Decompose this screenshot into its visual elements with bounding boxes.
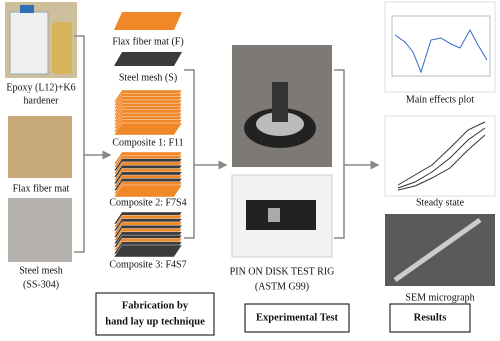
result-label: Steady state xyxy=(416,197,465,208)
result-label: Main effects plot xyxy=(406,94,474,105)
stage-box xyxy=(95,292,215,336)
input-label: Epoxy (L12)+K6 xyxy=(6,82,75,93)
steel-photo xyxy=(8,198,72,262)
test-label: PIN ON DISK TEST RIG xyxy=(230,266,335,277)
input-label: hardener xyxy=(24,95,60,106)
stage-label: Results xyxy=(414,312,447,323)
result-label: SEM micrograph xyxy=(405,292,474,303)
main-effects-image xyxy=(384,1,496,93)
input-label: Steel mesh xyxy=(19,265,63,276)
steady-state-image xyxy=(384,115,496,197)
stage-label: hand lay up technique xyxy=(105,316,205,327)
layer xyxy=(113,122,183,136)
layer-label: Composite 2: F7S4 xyxy=(109,197,186,208)
test-label: (ASTM G99) xyxy=(255,281,309,292)
connector xyxy=(184,69,226,239)
layer-stacks xyxy=(113,12,183,258)
stage-box xyxy=(389,303,471,333)
layer-label: Steel mesh (S) xyxy=(119,72,177,83)
layer-label: Composite 3: F4S7 xyxy=(109,259,186,270)
rig-photo xyxy=(232,45,332,167)
stage-label: Experimental Test xyxy=(256,312,338,323)
input-label: (SS-304) xyxy=(23,279,59,290)
input-label: Flax fiber mat xyxy=(13,183,70,194)
layer-label: Composite 1: F11 xyxy=(112,137,183,148)
stage-label: Fabrication by xyxy=(122,300,189,311)
pin-photo xyxy=(231,174,333,258)
layer-label: Flax fiber mat (F) xyxy=(112,36,183,47)
epoxy-photo xyxy=(5,2,77,78)
connector xyxy=(334,69,378,239)
connector xyxy=(74,35,110,253)
layer xyxy=(113,244,183,258)
sem-image xyxy=(385,214,495,286)
stage-box xyxy=(244,303,350,333)
flax-photo xyxy=(8,116,72,178)
layer xyxy=(113,184,183,198)
